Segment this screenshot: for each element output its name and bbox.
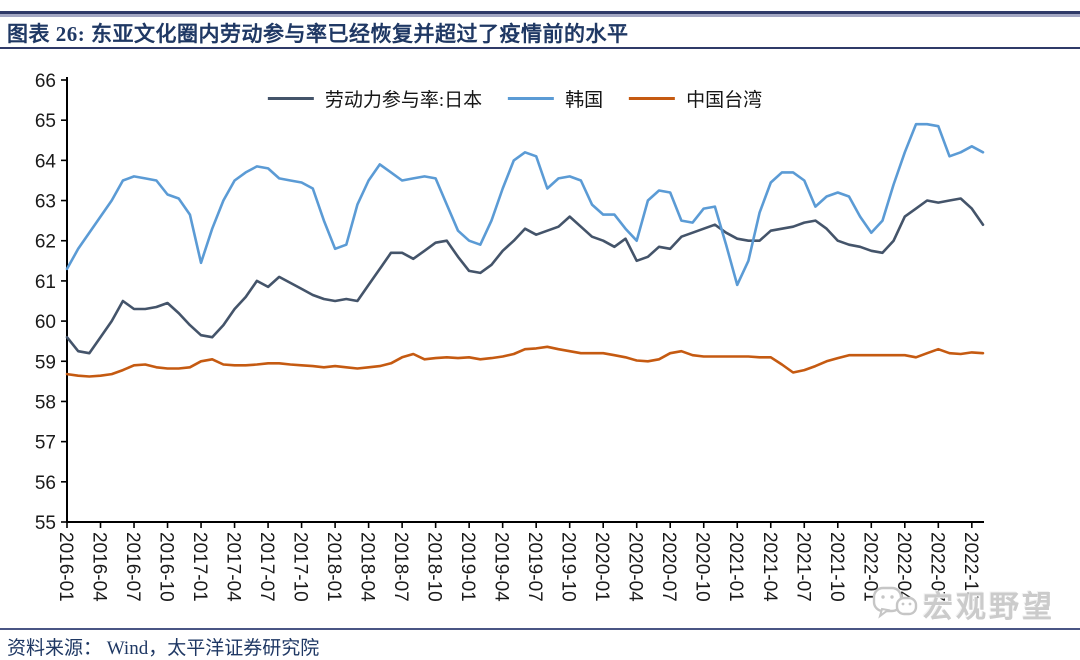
top-border-band — [0, 11, 1080, 17]
series-line-1 — [65, 122, 985, 287]
y-tick-label: 57 — [35, 433, 56, 454]
legend-label-taiwan: 中国台湾 — [686, 90, 763, 111]
title-divider — [0, 47, 1080, 49]
x-tick-label: 2017-01 — [189, 532, 210, 602]
y-tick-label: 62 — [35, 232, 56, 253]
y-tick-label: 66 — [35, 71, 56, 92]
series-line-0 — [65, 197, 985, 355]
y-tick-label: 61 — [35, 272, 56, 293]
y-tick-label: 60 — [35, 312, 56, 333]
y-tick-label: 63 — [35, 192, 56, 213]
legend-item-korea: 韩国 — [508, 85, 603, 112]
x-tick-label: 2018-10 — [424, 532, 445, 602]
taiwan-line-swatch-icon — [629, 97, 676, 100]
legend-item-taiwan: 中国台湾 — [629, 85, 762, 112]
x-tick-label: 2018-07 — [390, 532, 411, 602]
x-tick-label: 2020-04 — [625, 532, 646, 602]
x-tick-label: 2021-07 — [792, 532, 813, 602]
footer-divider — [0, 628, 1080, 630]
x-tick-label: 2016-10 — [156, 532, 177, 602]
x-tick-label: 2017-07 — [256, 532, 277, 602]
x-tick-label: 2016-01 — [55, 532, 76, 602]
series-line-2 — [65, 345, 985, 378]
legend-label-japan: 劳动力参与率:日本 — [324, 90, 483, 111]
x-tick-label: 2019-01 — [457, 532, 478, 602]
legend-label-korea: 韩国 — [565, 90, 604, 111]
x-tick-label: 2020-10 — [692, 532, 713, 602]
y-tick-label: 55 — [35, 513, 56, 534]
chart-legend: 劳动力参与率:日本 韩国 中国台湾 — [267, 85, 762, 112]
japan-line-swatch-icon — [267, 97, 314, 100]
wechat-icon — [872, 586, 918, 619]
x-tick-label: 2018-01 — [323, 532, 344, 602]
korea-line-swatch-icon — [508, 97, 555, 100]
y-tick-label: 58 — [35, 392, 56, 413]
x-tick-label: 2017-10 — [290, 532, 311, 602]
x-tick-label: 2021-10 — [826, 532, 847, 602]
y-tick-label: 56 — [35, 473, 56, 494]
x-tick-label: 2021-04 — [759, 532, 780, 602]
y-tick-label: 64 — [35, 151, 57, 172]
x-tick-label: 2022-01 — [859, 532, 880, 602]
x-tick-label: 2020-07 — [658, 532, 679, 602]
x-tick-label: 2019-04 — [491, 532, 512, 602]
x-tick-label: 2016-04 — [89, 532, 110, 602]
source-note: 资料来源： Wind，太平洋证券研究院 — [7, 638, 320, 659]
watermark-text: 宏观野望 — [923, 591, 1055, 624]
x-tick-label: 2019-07 — [524, 532, 545, 602]
x-tick-label: 2018-04 — [357, 532, 378, 602]
x-tick-label: 2017-04 — [223, 532, 244, 602]
y-tick-label: 65 — [35, 111, 56, 132]
x-tick-label: 2022-04 — [893, 532, 914, 602]
legend-item-japan: 劳动力参与率:日本 — [267, 85, 483, 112]
y-tick-label: 59 — [35, 352, 56, 373]
x-tick-label: 2019-10 — [558, 532, 579, 602]
x-tick-label: 2021-01 — [725, 532, 746, 602]
watermark: 宏观野望 — [872, 582, 1055, 626]
x-tick-label: 2020-01 — [591, 532, 612, 602]
x-tick-label: 2022-10 — [960, 532, 981, 602]
x-tick-label: 2016-07 — [122, 532, 143, 602]
page-title: 图表 26: 东亚文化圈内劳动参与率已经恢复并超过了疫情前的水平 — [7, 22, 629, 46]
x-tick-label: 2022-07 — [926, 532, 947, 602]
